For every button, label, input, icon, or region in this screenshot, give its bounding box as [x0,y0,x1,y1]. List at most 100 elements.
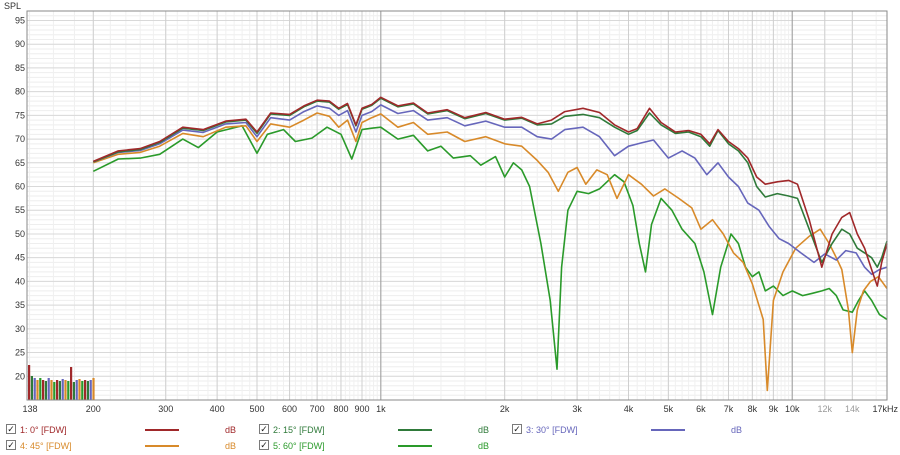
frequency-response-chart: 20 25 30 35 40 45 50 55 60 65 70 75 80 85 90 95 138 200 3… [4,1,898,414]
color-bar [33,378,36,400]
legend-swatch [651,429,685,431]
color-bar [75,380,78,400]
legend-item-unit: dB [478,425,490,435]
series-layer [92,96,888,392]
checkbox-icon[interactable]: ✓ [6,424,16,434]
y-axis-label: SPL [4,1,21,11]
color-bar [72,382,75,400]
y-tick-label: 60 [15,182,25,192]
x-tick-label: 3k [572,404,582,414]
x-tick-label: 2k [500,404,510,414]
y-tick-label: 35 [15,300,25,310]
legend-item-4[interactable]: ✓ 4: 45° [FDW] dB [6,438,246,454]
legend-swatch [398,429,432,431]
color-bar [84,380,87,400]
series-line-3 [93,104,888,276]
legend-item-unit: dB [225,425,237,435]
checkbox-icon[interactable]: ✓ [259,424,269,434]
color-bar [61,379,64,400]
x-tick-label: 500 [249,404,264,414]
legend-swatch [145,445,179,447]
checkbox-icon[interactable]: ✓ [6,440,16,450]
legend-item-unit: dB [478,441,490,451]
x-tick-label: 900 [354,404,369,414]
legend: ✓ 1: 0° [FDW] dB ✓ 2: 15° [FDW] dB ✓ 3: … [0,420,900,455]
legend-item-label: 4: 45° [FDW] [20,441,72,451]
legend-item-5[interactable]: ✓ 5: 60° [FDW] dB [259,438,499,454]
y-tick-label: 65 [15,158,25,168]
color-bar [92,378,95,400]
color-bar [89,380,92,400]
x-tick-label: 600 [282,404,297,414]
x-tick-label: 8k [748,404,758,414]
plot-frame [26,10,888,401]
y-tick-label: 20 [15,371,25,381]
color-bar [86,381,89,400]
y-tick-label: 80 [15,87,25,97]
color-bar [47,378,50,400]
checkbox-icon[interactable]: ✓ [512,424,522,434]
y-tick-label: 85 [15,63,25,73]
x-tick-label: 17kHz [872,404,898,414]
x-tick-label: 5k [664,404,674,414]
x-axis-ticks: 138 200 300 400 500 600 700 800 900 1k 2k 3k 4k 5k 6k 7… [22,404,898,414]
legend-item-2[interactable]: ✓ 2: 15° [FDW] dB [259,422,499,438]
y-tick-label: 55 [15,205,25,215]
y-tick-label: 95 [15,15,25,25]
checkbox-icon[interactable]: ✓ [259,440,269,450]
x-tick-label: 300 [158,404,173,414]
x-tick-label: 7k [724,404,734,414]
color-bar [81,381,84,400]
legend-item-label: 5: 60° [FDW] [273,441,325,451]
color-bar [36,380,39,400]
x-tick-label: 138 [22,404,37,414]
color-bar [30,376,33,400]
series-line-5 [92,125,888,370]
legend-swatch [145,429,179,431]
y-tick-label: 45 [15,253,25,263]
legend-item-label: 2: 15° [FDW] [273,425,325,435]
y-axis-ticks: 20 25 30 35 40 45 50 55 60 65 70 75 80 85 90 95 [15,15,25,381]
color-bar [58,381,61,400]
color-bar [39,378,42,400]
legend-item-label: 3: 30° [FDW] [526,425,578,435]
y-tick-label: 90 [15,39,25,49]
legend-item-unit: dB [731,425,743,435]
legend-item-1[interactable]: ✓ 1: 0° [FDW] dB [6,422,246,438]
color-bar [67,381,70,400]
series-line-2 [93,97,888,268]
x-tick-label: 9k [769,404,779,414]
x-tick-label: 400 [210,404,225,414]
x-tick-label: 800 [333,404,348,414]
color-bar [78,379,81,400]
y-tick-label: 30 [15,324,25,334]
color-bar [53,382,56,400]
x-tick-label: 200 [86,404,101,414]
legend-swatch [398,445,432,447]
series-line-1 [92,96,888,287]
y-tick-label: 25 [15,348,25,358]
x-tick-label: 700 [310,404,325,414]
y-tick-label: 75 [15,110,25,120]
x-tick-label: 4k [624,404,634,414]
color-bar [42,380,45,400]
color-bar [44,381,47,400]
x-tick-label: 10k [785,404,800,414]
x-tick-label: 12k [818,404,833,414]
legend-color-bars [28,365,95,400]
x-tick-label: 1k [376,404,386,414]
legend-item-unit: dB [225,441,237,451]
x-tick-label: 14k [845,404,860,414]
y-tick-label: 70 [15,134,25,144]
color-bar [50,380,53,400]
color-bar [70,367,73,400]
color-bar [28,365,31,400]
y-tick-label: 40 [15,276,25,286]
color-bar [64,380,67,400]
x-tick-label: 6k [696,404,706,414]
color-bar [56,380,59,400]
legend-item-label: 1: 0° [FDW] [20,425,67,435]
y-tick-label: 50 [15,229,25,239]
major-gridlines [27,11,887,400]
legend-item-3[interactable]: ✓ 3: 30° [FDW] dB [512,422,752,438]
